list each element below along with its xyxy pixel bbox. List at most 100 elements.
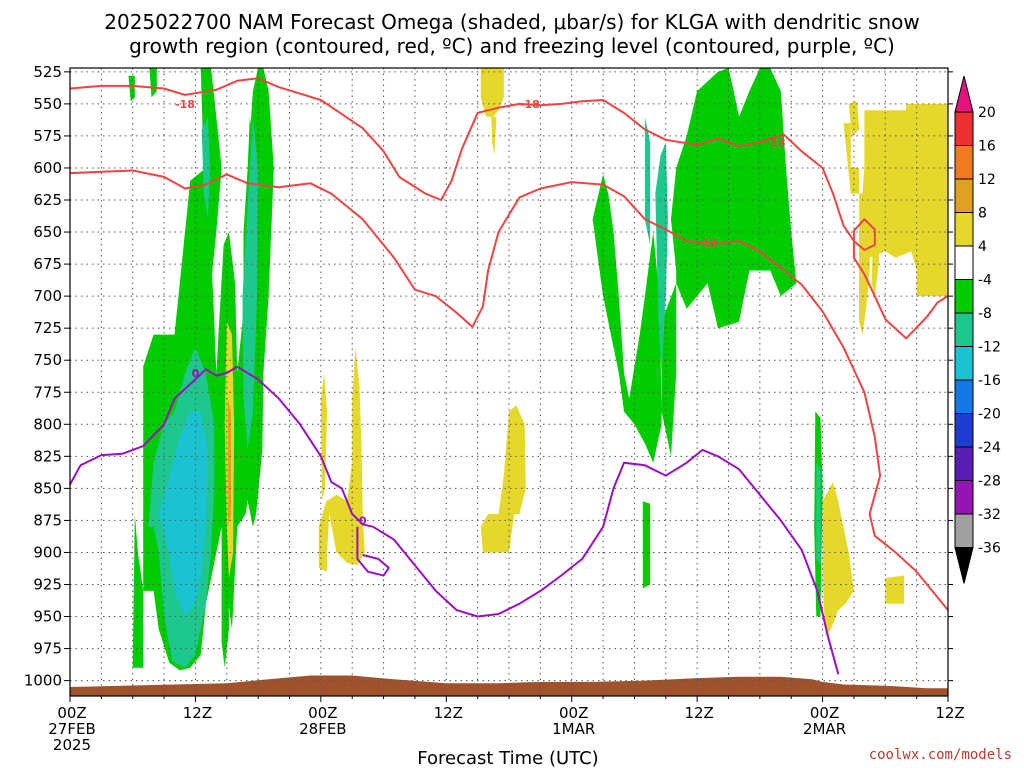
shaded-region-22 bbox=[480, 405, 526, 553]
shaded-region-3 bbox=[128, 75, 135, 102]
source-credit: coolwx.com/models bbox=[869, 747, 1012, 763]
contour-line--12-1 bbox=[69, 169, 949, 611]
shaded-region-5 bbox=[592, 68, 797, 463]
shaded-region-11 bbox=[242, 116, 259, 450]
colorbar-label-13: -36 bbox=[978, 541, 1001, 557]
colorbar-segment-0 bbox=[954, 111, 974, 146]
colorbar-label-0: 20 bbox=[978, 105, 996, 121]
contour-line-0-2 bbox=[69, 365, 840, 675]
colorbar-segment-5 bbox=[954, 279, 974, 314]
shaded-region-25 bbox=[859, 155, 871, 335]
grid-lines bbox=[69, 68, 949, 696]
shaded-region-4 bbox=[149, 68, 157, 98]
colorbar-label-9: -20 bbox=[978, 407, 1001, 423]
x-tick-label-72-0: 00Z bbox=[810, 704, 839, 722]
contour-labels: -18 -18 -18 -12 0 0 bbox=[175, 98, 785, 528]
contour-label-0: -18 bbox=[175, 98, 195, 111]
contour-label-2: -18 bbox=[766, 136, 786, 149]
colorbar-label-8: -16 bbox=[978, 373, 1001, 389]
shaded-region-14 bbox=[644, 116, 651, 245]
y-tick-label-1000: 1000 bbox=[24, 672, 62, 690]
y-tick-label-550: 550 bbox=[33, 95, 62, 113]
colorbar: 20 16 12 8 4 -4 -8 -12 -16 -20 -24 -28 -32 -36 bbox=[954, 75, 1001, 584]
x-tick-label-12-0: 12Z bbox=[183, 704, 212, 722]
y-axis-ticks: 525 550 575 600 625 650 675 700 725 750 775 800 825 8… bbox=[24, 63, 953, 690]
shaded-region-10 bbox=[158, 411, 208, 617]
y-tick-label-900: 900 bbox=[33, 543, 62, 561]
x-tick-label-48-0: 00Z bbox=[559, 704, 588, 722]
y-tick-label-600: 600 bbox=[33, 159, 62, 177]
colorbar-label-10: -24 bbox=[978, 440, 1001, 456]
colorbar-segment-7 bbox=[954, 346, 974, 381]
x-tick-label-60-0: 12Z bbox=[684, 704, 713, 722]
shaded-region-29 bbox=[885, 575, 905, 604]
colorbar-top-triangle bbox=[954, 75, 974, 113]
contour-label-5: 0 bbox=[359, 514, 367, 527]
x-axis-label: Forecast Time (UTC) bbox=[417, 748, 598, 768]
shaded-region-15 bbox=[816, 462, 821, 566]
shaded-region-18 bbox=[320, 373, 328, 502]
shaded-region-17 bbox=[227, 398, 231, 527]
y-tick-label-525: 525 bbox=[33, 63, 62, 81]
y-tick-label-775: 775 bbox=[33, 383, 62, 401]
y-tick-label-975: 975 bbox=[33, 640, 62, 658]
chart-title-line1: 2025022700 NAM Forecast Omega (shaded, μ… bbox=[104, 10, 920, 34]
y-tick-label-675: 675 bbox=[33, 255, 62, 273]
contour-lines bbox=[69, 77, 949, 675]
y-tick-label-850: 850 bbox=[33, 479, 62, 497]
shaded-region-26 bbox=[871, 193, 882, 297]
colorbar-segment-11 bbox=[954, 480, 974, 515]
x-tick-label-84-0: 12Z bbox=[935, 704, 964, 722]
chart-title-line2: growth region (contoured, red, ºC) and f… bbox=[129, 34, 895, 58]
shaded-region-28 bbox=[822, 482, 854, 636]
x-tick-label-36-0: 12Z bbox=[434, 704, 463, 722]
y-tick-label-700: 700 bbox=[33, 287, 62, 305]
contour-label-3: -12 bbox=[698, 236, 718, 249]
colorbar-segment-1 bbox=[954, 145, 974, 180]
x-tick-label-0-0: 00Z bbox=[57, 704, 86, 722]
colorbar-label-11: -28 bbox=[978, 474, 1001, 490]
colorbar-segment-12 bbox=[954, 513, 974, 548]
x-tick-label-72-1: 2MAR bbox=[803, 720, 846, 738]
x-tick-label-0-1: 27FEB bbox=[48, 720, 95, 738]
colorbar-segment-6 bbox=[954, 312, 974, 347]
y-tick-label-925: 925 bbox=[33, 575, 62, 593]
colorbar-label-1: 16 bbox=[978, 139, 996, 155]
y-tick-label-875: 875 bbox=[33, 511, 62, 529]
contour-label-1: -18 bbox=[520, 98, 540, 111]
x-tick-label-0-2: 2025 bbox=[53, 736, 91, 754]
y-tick-label-625: 625 bbox=[33, 191, 62, 209]
y-tick-label-650: 650 bbox=[33, 223, 62, 241]
contour-label-4: 0 bbox=[192, 367, 200, 380]
y-tick-label-825: 825 bbox=[33, 447, 62, 465]
contour-line--18-0 bbox=[69, 77, 949, 340]
y-tick-label-575: 575 bbox=[33, 127, 62, 145]
colorbar-label-3: 8 bbox=[978, 206, 987, 222]
y-tick-label-800: 800 bbox=[33, 415, 62, 433]
colorbar-segment-4 bbox=[954, 245, 974, 280]
colorbar-segment-2 bbox=[954, 178, 974, 213]
y-tick-label-950: 950 bbox=[33, 608, 62, 626]
colorbar-label-7: -12 bbox=[978, 340, 1001, 356]
colorbar-segment-9 bbox=[954, 413, 974, 448]
colorbar-segment-3 bbox=[954, 212, 974, 247]
colorbar-label-5: -4 bbox=[978, 273, 992, 289]
shaded-region-7 bbox=[642, 501, 651, 589]
colorbar-label-4: 4 bbox=[978, 239, 987, 255]
shaded-region-24 bbox=[859, 103, 948, 322]
x-tick-label-48-1: 1MAR bbox=[552, 720, 595, 738]
colorbar-label-2: 12 bbox=[978, 172, 996, 188]
shaded-region-20 bbox=[480, 68, 504, 117]
colorbar-label-12: -32 bbox=[978, 507, 1001, 523]
y-tick-label-750: 750 bbox=[33, 351, 62, 369]
colorbar-bottom-triangle bbox=[954, 547, 974, 584]
colorbar-label-6: -8 bbox=[978, 306, 992, 322]
colorbar-segment-10 bbox=[954, 446, 974, 481]
shaded-region-12 bbox=[201, 116, 211, 220]
x-tick-label-24-0: 00Z bbox=[308, 704, 337, 722]
shaded-region-23 bbox=[843, 123, 860, 194]
y-tick-label-725: 725 bbox=[33, 319, 62, 337]
contour-line-0-3 bbox=[356, 526, 390, 577]
